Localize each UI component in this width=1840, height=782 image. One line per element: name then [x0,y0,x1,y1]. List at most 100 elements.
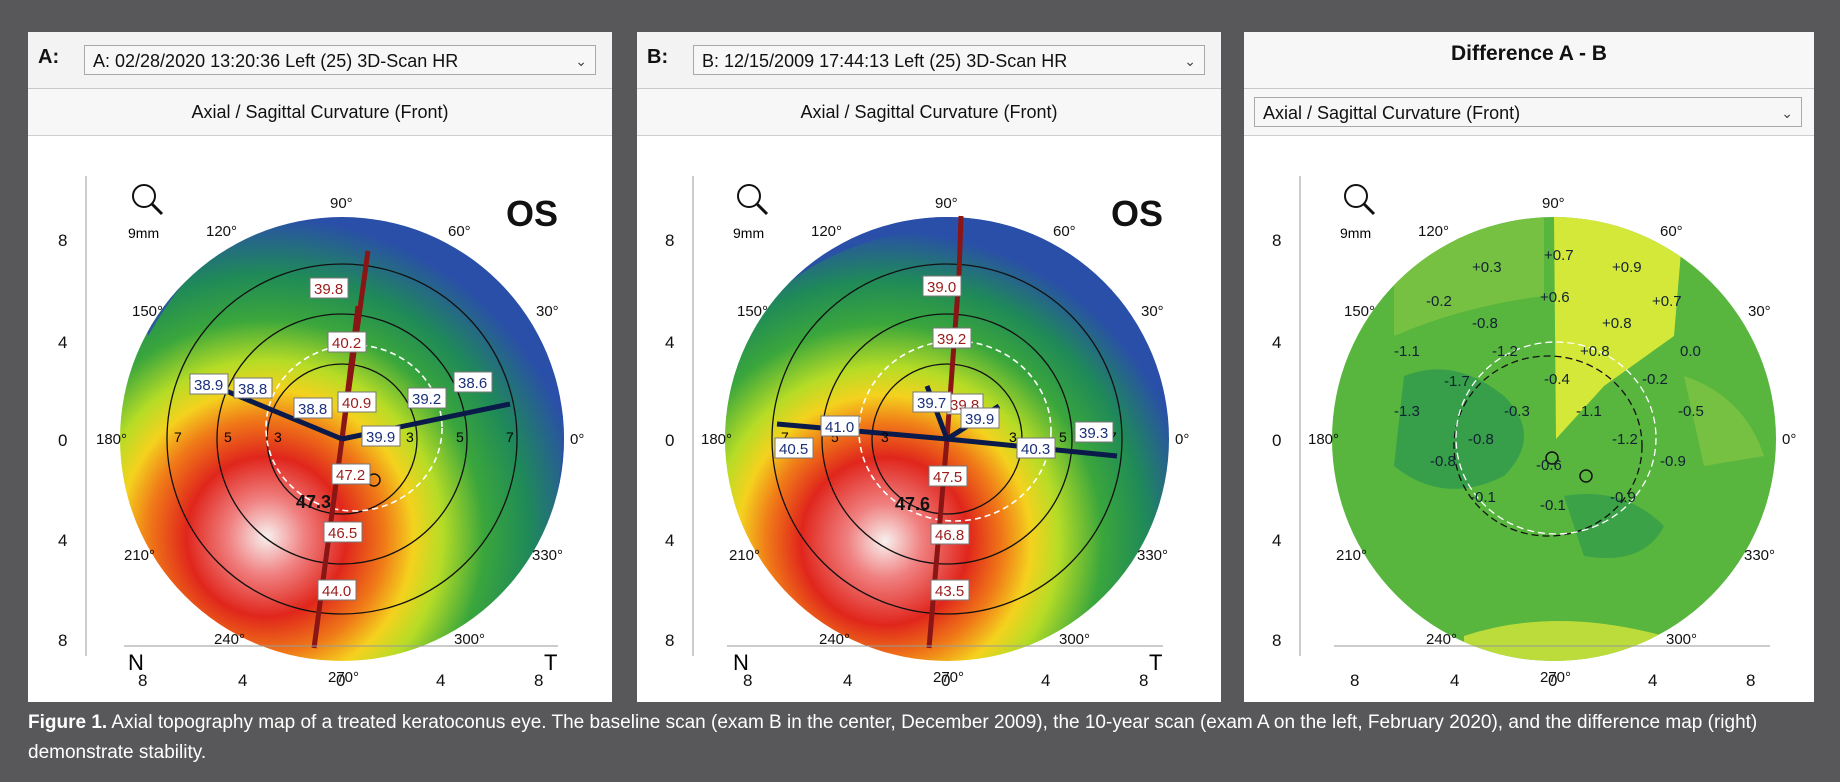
vertical-tick: 4 [58,531,67,550]
horizontal-tick: 0 [1548,671,1557,690]
exam-a-select[interactable]: A: 02/28/2020 13:20:36 Left (25) 3D-Scan… [84,45,596,75]
map-value: 41.0 [825,419,854,436]
map-value: 39.2 [937,331,966,348]
difference-horizontal-axis: 8 4 0 4 8 [1334,645,1770,690]
exam-a-horizontal-axis: 8 4 0 4 8 [124,645,558,690]
ring-label: 5 [831,429,839,445]
angle-label: 0° [1175,431,1189,448]
diff-value: -0.3 [1504,403,1530,420]
angle-label: 300° [1059,631,1090,648]
zoom-label: 9mm [733,225,764,241]
horizontal-tick: 8 [1350,671,1359,690]
diff-value: +0.6 [1540,289,1570,306]
vertical-tick: 0 [665,431,674,450]
angle-label: 330° [532,547,563,564]
vertical-tick: 4 [665,531,674,550]
ring-label: 3 [406,429,414,445]
angle-label: 30° [1141,303,1164,320]
angle-label: 90° [330,195,353,212]
map-value: 39.8 [314,281,343,298]
ring-label: 7 [781,429,789,445]
vertical-tick: 8 [665,631,674,650]
zoom-label: 9mm [1340,225,1371,241]
horizontal-tick: 4 [1648,671,1657,690]
diff-value: +0.7 [1652,293,1682,310]
nasal-label: N [128,650,144,675]
zoom-icon[interactable] [737,184,769,216]
angle-label: 300° [454,631,485,648]
zoom-icon[interactable] [132,184,164,216]
figure-caption: Figure 1. Axial topography map of a trea… [28,708,1818,768]
diff-value: -0.2 [1426,293,1452,310]
difference-panel: Difference A - B Axial / Sagittal Curvat… [1244,32,1814,702]
vertical-tick: 4 [1272,333,1281,352]
diff-value: 0.0 [1680,343,1701,360]
map-value: 40.5 [779,441,808,458]
temporal-label: T [544,650,557,675]
horizontal-tick: 8 [138,671,147,690]
diff-value: -0.4 [1544,371,1570,388]
caption-lead: Figure 1. [28,712,108,733]
chevron-down-icon[interactable]: ⌄ [1184,53,1196,69]
exam-a-panel: A: A: 02/28/2020 13:20:36 Left (25) 3D-S… [28,32,612,702]
diff-value: +0.8 [1602,315,1632,332]
angle-label: 120° [206,223,237,240]
angle-label: 30° [536,303,559,320]
angle-label: 330° [1137,547,1168,564]
diff-value: -0.2 [1642,371,1668,388]
angle-label: 180° [96,431,127,448]
angle-label: 0° [1782,431,1796,448]
diff-value: -0.9 [1660,453,1686,470]
ring-7mm [771,263,1123,615]
diff-value: -0.8 [1472,315,1498,332]
horizontal-tick: 4 [843,671,852,690]
horizontal-tick: 4 [238,671,247,690]
difference-map-type-value: Axial / Sagittal Curvature (Front) [1263,103,1521,123]
diff-value: +0.3 [1472,259,1502,276]
ring-3mm [266,363,418,515]
map-value: 47.5 [933,469,962,486]
difference-map-type-select[interactable]: Axial / Sagittal Curvature (Front) ⌄ [1254,97,1802,127]
horizontal-tick: 8 [534,671,543,690]
angle-label: 270° [1540,669,1571,686]
angle-label: 30° [1748,303,1771,320]
angle-label: 150° [1344,303,1375,320]
temporal-label: T [1149,650,1162,675]
eye-label: OS [1111,193,1163,234]
diff-value: -1.2 [1612,431,1638,448]
diff-value: -1.1 [1576,403,1602,420]
map-value: 43.5 [935,583,964,600]
zoom-icon[interactable] [1344,184,1376,216]
angle-label: 240° [1426,631,1457,648]
diff-value: -0.8 [1430,453,1456,470]
diff-value: -1.3 [1394,403,1420,420]
exam-b-horizontal-axis: 8 4 0 4 8 [727,645,1163,690]
diff-value: -0.8 [1468,431,1494,448]
diff-value: -1.7 [1444,373,1470,390]
chevron-down-icon[interactable]: ⌄ [1781,105,1793,121]
ring-label: 3 [1009,429,1017,445]
peak-value: 47.6 [895,494,930,514]
ring-5mm [821,313,1073,565]
map-value: 39.9 [366,429,395,446]
angle-label: 60° [1660,223,1683,240]
caption-text: Axial topography map of a treated kerato… [28,712,1758,763]
diff-value: +0.9 [1612,259,1642,276]
exam-b-header: B: B: 12/15/2009 17:44:13 Left (25) 3D-S… [637,32,1221,89]
angle-label: 210° [729,547,760,564]
pupil-outline-a [1453,355,1643,537]
diff-value: +0.7 [1544,247,1574,264]
difference-topography-map: +0.7 +0.3 +0.9 +0.6 -0.2 +0.7 -0.8 +0.8 … [1272,176,1796,686]
exam-b-select[interactable]: B: 12/15/2009 17:44:13 Left (25) 3D-Scan… [693,45,1205,75]
vertical-tick: 8 [58,231,67,250]
pupil-outline-b [1455,341,1657,535]
diff-value: -0.5 [1678,403,1704,420]
diff-value: -1.2 [1492,343,1518,360]
map-value: 38.8 [298,401,327,418]
map-value: 40.2 [332,335,361,352]
angle-label: 60° [1053,223,1076,240]
horizontal-tick: 8 [1139,671,1148,690]
chevron-down-icon[interactable]: ⌄ [575,53,587,69]
map-value: 46.5 [328,525,357,542]
angle-label: 210° [1336,547,1367,564]
